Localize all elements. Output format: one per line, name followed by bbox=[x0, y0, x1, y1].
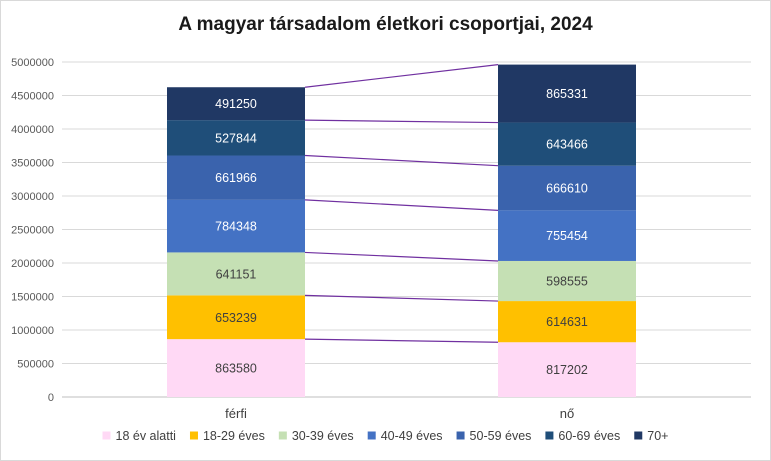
y-tick-label: 1000000 bbox=[11, 325, 54, 337]
legend-label: 18-29 éves bbox=[203, 429, 265, 443]
bar-segment bbox=[167, 252, 305, 296]
data-label: 865331 bbox=[546, 87, 588, 101]
y-tick-label: 2500000 bbox=[11, 225, 54, 237]
data-label: 755454 bbox=[546, 229, 588, 243]
data-label: 641151 bbox=[216, 267, 257, 281]
x-category-label: nő bbox=[560, 406, 574, 421]
chart-title: A magyar társadalom életkori csoportjai,… bbox=[178, 14, 593, 35]
y-tick-label: 2000000 bbox=[11, 258, 54, 270]
data-label: 666610 bbox=[546, 182, 588, 196]
bar-segment bbox=[498, 260, 636, 302]
bar-segment bbox=[498, 210, 636, 261]
data-label: 491250 bbox=[215, 97, 257, 111]
series-line bbox=[304, 64, 499, 88]
legend-label: 50-59 éves bbox=[470, 429, 532, 443]
legend-marker bbox=[102, 431, 111, 440]
bar-segment bbox=[498, 342, 636, 397]
legend-label: 18 év alatti bbox=[116, 429, 176, 443]
data-label: 527844 bbox=[215, 131, 257, 145]
series-line bbox=[304, 154, 499, 167]
bar-segment bbox=[498, 64, 636, 123]
data-label: 863580 bbox=[215, 362, 257, 376]
series-line bbox=[304, 199, 499, 211]
y-tick-label: 3500000 bbox=[11, 158, 54, 170]
bar-segment bbox=[498, 165, 636, 211]
y-tick-label: 1500000 bbox=[11, 292, 54, 304]
y-tick-label: 4500000 bbox=[11, 91, 54, 103]
data-label: 661966 bbox=[215, 171, 257, 185]
series-line bbox=[304, 119, 499, 124]
bar-segment bbox=[498, 122, 636, 166]
legend-label: 40-49 éves bbox=[381, 429, 443, 443]
series-line bbox=[304, 294, 499, 302]
legend-marker bbox=[278, 431, 287, 440]
legend-marker bbox=[634, 431, 643, 440]
legend-label: 70+ bbox=[647, 429, 668, 443]
data-label: 614631 bbox=[546, 315, 588, 329]
legend-marker bbox=[367, 431, 376, 440]
bar-segment bbox=[167, 87, 305, 121]
bar-segment bbox=[167, 339, 305, 397]
legend-label: 30-39 éves bbox=[292, 429, 354, 443]
bar-segment bbox=[167, 120, 305, 156]
data-label: 653239 bbox=[215, 311, 257, 325]
series-line bbox=[304, 251, 499, 262]
bar-segment bbox=[167, 295, 305, 340]
data-label: 598555 bbox=[546, 275, 588, 289]
data-label: 817202 bbox=[546, 363, 588, 377]
legend-label: 60-69 éves bbox=[558, 429, 620, 443]
bar-segment bbox=[167, 199, 305, 253]
x-category-label: férfi bbox=[225, 406, 247, 421]
series-line bbox=[304, 338, 499, 343]
legend-marker bbox=[189, 431, 198, 440]
legend-marker bbox=[545, 431, 554, 440]
y-tick-label: 5000000 bbox=[11, 57, 54, 69]
y-tick-label: 3000000 bbox=[11, 191, 54, 203]
data-label: 643466 bbox=[546, 138, 588, 152]
y-tick-label: 4000000 bbox=[11, 124, 54, 136]
legend-marker bbox=[456, 431, 465, 440]
bar-segment bbox=[498, 301, 636, 343]
y-tick-label: 0 bbox=[48, 392, 54, 404]
bar-segment bbox=[167, 155, 305, 200]
y-tick-label: 500000 bbox=[17, 359, 54, 371]
data-label: 784348 bbox=[215, 220, 257, 234]
